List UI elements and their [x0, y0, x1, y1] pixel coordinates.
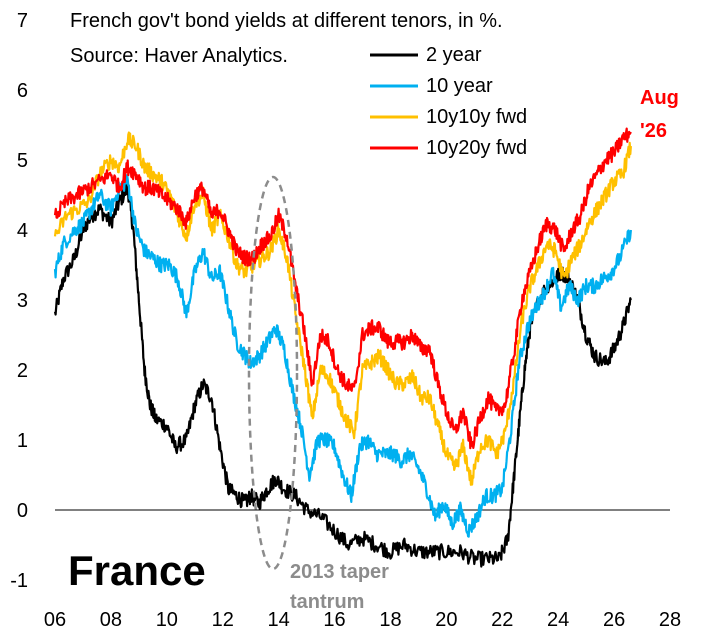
taper-tantrum-ellipse: [247, 175, 299, 571]
x-tick-label: 08: [100, 609, 122, 631]
annotation-line: '26: [640, 120, 667, 142]
y-tick-label: 5: [17, 150, 28, 172]
x-axis-tick-labels: 06 08 10 12 14 16 18 20 22 24 26 28: [44, 609, 681, 631]
y-tick-label: 4: [17, 220, 28, 242]
annotation-line: tantrum: [290, 591, 364, 613]
y-tick-label: -1: [10, 570, 28, 592]
series-lines: [53, 127, 632, 568]
series-line-2-year: [53, 183, 632, 568]
chart-subtitle: Source: Haver Analytics.: [70, 45, 288, 67]
y-tick-label: 1: [17, 430, 28, 452]
x-tick-label: 14: [268, 609, 290, 631]
x-tick-label: 06: [44, 609, 66, 631]
legend-label: 2 year: [426, 44, 482, 66]
taper-tantrum-label: 2013 taper tantrum: [290, 561, 389, 613]
legend-label: 10y20y fwd: [426, 137, 527, 159]
x-tick-label: 10: [156, 609, 178, 631]
legend: 2 year 10 year 10y10y fwd 10y20y fwd: [370, 44, 527, 159]
x-tick-label: 16: [323, 609, 345, 631]
chart-title: French gov't bond yields at different te…: [70, 10, 503, 32]
annotation-line: 2013 taper: [290, 561, 389, 583]
y-tick-label: 3: [17, 290, 28, 312]
legend-label: 10y10y fwd: [426, 106, 527, 128]
series-line-10-year: [53, 174, 632, 538]
x-tick-label: 12: [212, 609, 234, 631]
y-axis-tick-labels: -1 0 1 2 3 4 5 6 7: [10, 10, 28, 592]
y-tick-label: 2: [17, 360, 28, 382]
annotation-line: Aug: [640, 87, 679, 109]
x-tick-label: 26: [603, 609, 625, 631]
y-tick-label: 0: [17, 500, 28, 522]
x-tick-label: 18: [379, 609, 401, 631]
x-tick-label: 28: [659, 609, 681, 631]
country-label: France: [68, 547, 206, 594]
y-tick-label: 7: [17, 10, 28, 32]
x-tick-label: 22: [491, 609, 513, 631]
legend-label: 10 year: [426, 75, 493, 97]
x-tick-label: 20: [435, 609, 457, 631]
series-line-10y20y-fwd: [53, 127, 632, 450]
y-tick-label: 6: [17, 80, 28, 102]
x-tick-label: 24: [547, 609, 569, 631]
aug-26-label: Aug '26: [640, 87, 679, 142]
